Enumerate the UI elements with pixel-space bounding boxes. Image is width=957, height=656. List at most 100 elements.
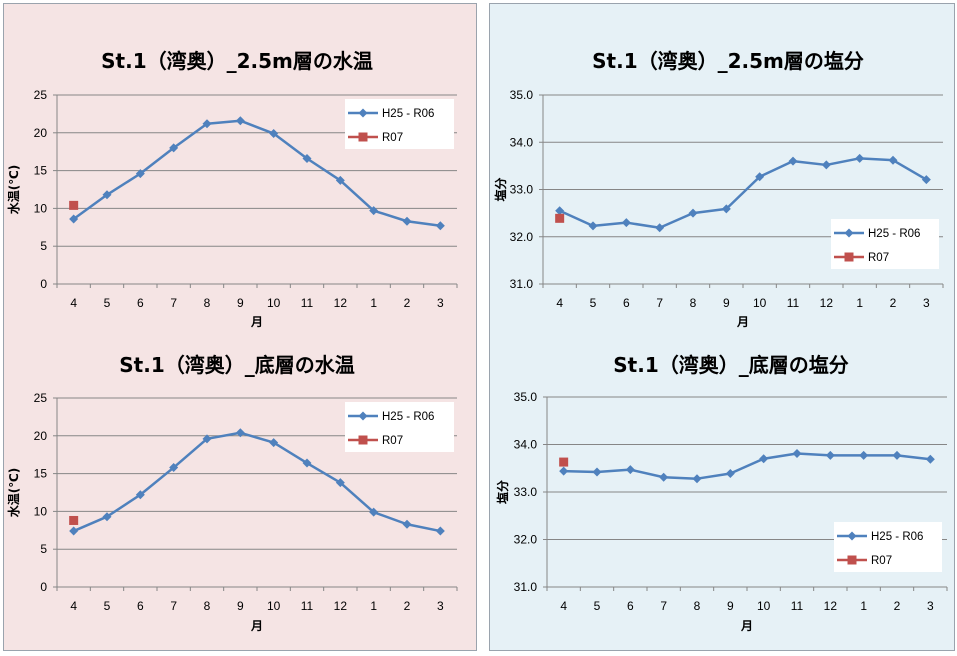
legend-marker xyxy=(847,531,857,541)
legend-label: H25 - R06 xyxy=(382,411,434,423)
data-point xyxy=(925,454,935,464)
y-tick-label: 32.0 xyxy=(510,230,534,244)
x-tick-label: 11 xyxy=(787,296,800,310)
legend-label: R07 xyxy=(382,132,403,144)
x-tick-label: 5 xyxy=(594,599,601,613)
legend-marker xyxy=(358,411,368,421)
data-point xyxy=(888,155,898,165)
data-point xyxy=(825,450,835,460)
x-tick-label: 7 xyxy=(660,599,667,613)
data-point xyxy=(369,206,379,216)
data-point xyxy=(559,457,569,467)
data-point xyxy=(335,175,345,185)
data-point xyxy=(302,458,312,468)
data-point xyxy=(725,468,735,478)
legend-marker xyxy=(358,132,368,142)
x-tick-label: 1 xyxy=(370,296,377,310)
x-tick-label: 1 xyxy=(370,599,377,613)
y-tick-label: 0 xyxy=(40,277,47,291)
x-tick-label: 1 xyxy=(856,296,863,310)
y-tick-label: 15 xyxy=(34,164,48,178)
y-axis-label: 水温(℃) xyxy=(6,165,21,215)
y-tick-label: 15 xyxy=(34,467,48,481)
series-line xyxy=(73,431,441,533)
x-tick-label: 10 xyxy=(753,296,767,310)
data-point xyxy=(592,467,602,477)
legend-label: R07 xyxy=(868,252,889,264)
y-tick-label: 25 xyxy=(34,391,48,405)
legend: H25 - R06 R07 xyxy=(345,402,454,452)
x-tick-label: 9 xyxy=(723,296,730,310)
chart-title: St.1（湾奥）_2.5m層の水温 xyxy=(101,49,373,73)
y-tick-label: 33.0 xyxy=(510,183,534,197)
x-tick-label: 3 xyxy=(927,599,934,613)
chart-title: St.1（湾奥）_底層の水温 xyxy=(119,353,354,377)
y-tick-label: 32.0 xyxy=(514,533,538,547)
chart-title: St.1（湾奥）_2.5m層の塩分 xyxy=(592,49,864,73)
x-tick-label: 7 xyxy=(656,296,663,310)
y-tick-label: 33.0 xyxy=(514,485,538,499)
y-tick-label: 0 xyxy=(40,580,47,594)
y-tick-label: 20 xyxy=(34,126,48,140)
data-point xyxy=(921,175,931,185)
data-point xyxy=(269,129,279,139)
data-point xyxy=(759,454,769,464)
y-tick-label: 5 xyxy=(40,239,47,253)
series-h25-r06 xyxy=(69,116,445,231)
series-r07 xyxy=(69,200,79,210)
data-point xyxy=(69,515,79,525)
y-tick-label: 31.0 xyxy=(510,277,534,291)
x-tick-label: 5 xyxy=(104,599,111,613)
legend-marker xyxy=(847,555,857,565)
data-point xyxy=(755,172,765,182)
y-tick-label: 35.0 xyxy=(510,88,534,102)
data-point xyxy=(655,223,665,233)
x-tick-label: 9 xyxy=(727,599,734,613)
data-point xyxy=(659,472,669,482)
data-point xyxy=(235,428,245,438)
x-axis-label: 月 xyxy=(250,315,263,329)
data-point xyxy=(169,463,179,473)
x-tick-label: 11 xyxy=(301,296,314,310)
legend-marker xyxy=(358,435,368,445)
data-point xyxy=(202,119,212,129)
x-axis-label: 月 xyxy=(736,315,749,329)
x-tick-label: 10 xyxy=(757,599,771,613)
data-point xyxy=(202,434,212,444)
legend-label: H25 - R06 xyxy=(868,228,920,240)
x-tick-label: 4 xyxy=(556,296,563,310)
x-tick-label: 9 xyxy=(237,599,244,613)
data-point xyxy=(692,474,702,484)
data-point xyxy=(169,143,179,153)
series-r07 xyxy=(69,515,79,525)
x-tick-label: 10 xyxy=(267,296,281,310)
data-point xyxy=(402,216,412,226)
x-tick-label: 12 xyxy=(334,599,348,613)
data-point xyxy=(102,512,112,522)
data-point xyxy=(859,450,869,460)
x-tick-label: 5 xyxy=(104,296,111,310)
y-axis-label: 塩分 xyxy=(495,480,510,504)
data-point xyxy=(625,465,635,475)
x-tick-label: 12 xyxy=(334,296,348,310)
data-point xyxy=(821,160,831,170)
data-point xyxy=(69,214,79,224)
series-r07 xyxy=(555,213,565,223)
legend-label: R07 xyxy=(871,555,892,567)
data-point xyxy=(788,156,798,166)
x-tick-label: 1 xyxy=(860,599,867,613)
data-point xyxy=(102,190,112,200)
x-tick-label: 9 xyxy=(237,296,244,310)
x-tick-label: 6 xyxy=(137,296,144,310)
y-tick-label: 10 xyxy=(34,201,48,215)
x-tick-label: 2 xyxy=(404,296,411,310)
data-point xyxy=(335,478,345,488)
series-h25-r06 xyxy=(555,153,931,233)
y-tick-label: 20 xyxy=(34,429,48,443)
data-point xyxy=(369,507,379,517)
data-point xyxy=(235,116,245,126)
x-tick-label: 7 xyxy=(170,296,177,310)
data-point xyxy=(588,221,598,231)
